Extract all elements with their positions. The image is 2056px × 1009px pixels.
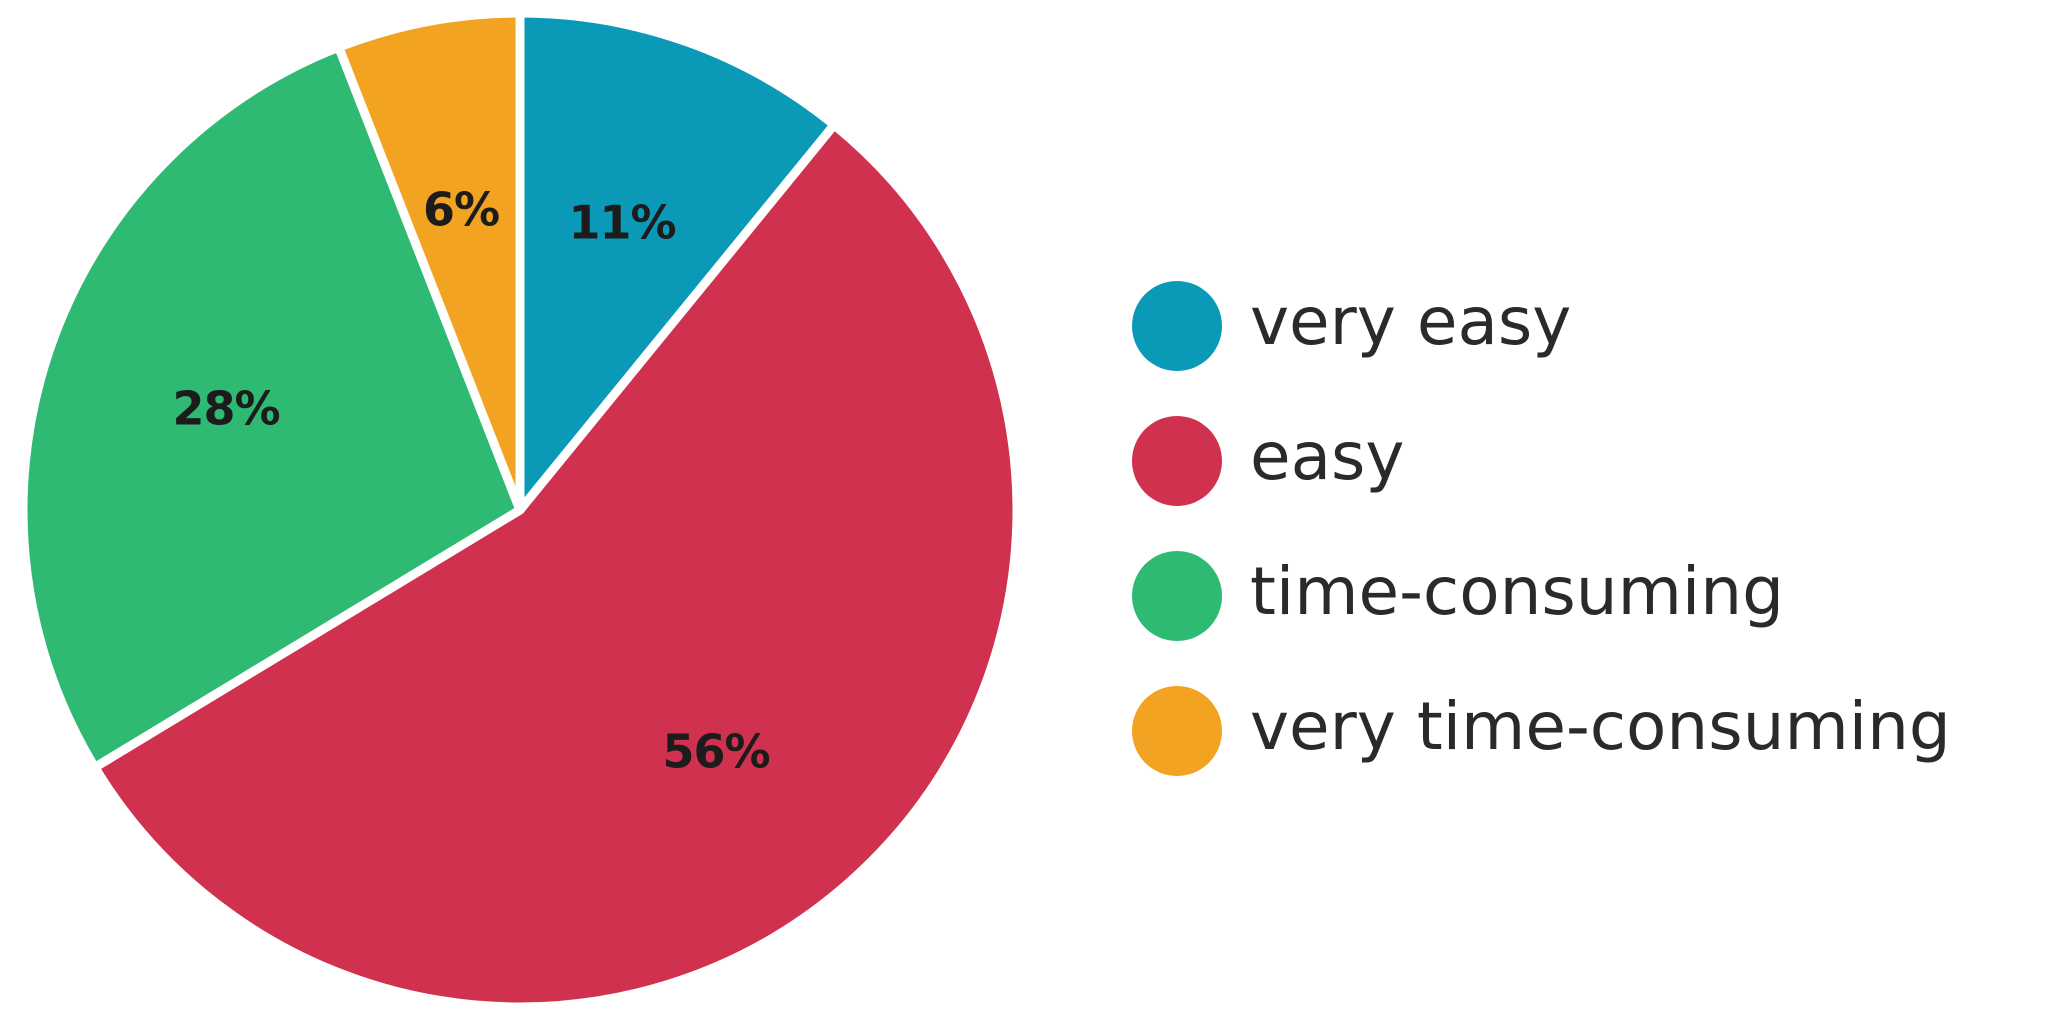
legend: very easy easy time-consuming very time-con… (1132, 281, 1951, 776)
legend-label: very easy (1250, 283, 1571, 360)
pie-slice-very-time-consuming (334, 8, 525, 515)
slice-label-easy: 56% (662, 725, 769, 779)
pie-slice-time-consuming (18, 42, 525, 772)
legend-swatch (1132, 551, 1222, 641)
slice-label-very-easy: 11% (568, 196, 675, 250)
slice-label-very-time-consuming: 6% (423, 183, 499, 237)
legend-label: very time-consuming (1250, 688, 1951, 765)
pie-slice-labels: 11% 56% 28% 6% (172, 183, 770, 779)
legend-label: time-consuming (1250, 553, 1784, 630)
legend-label: easy (1250, 418, 1405, 495)
legend-item-very-easy: very easy (1132, 281, 1571, 371)
pie-slice-very-easy (515, 8, 839, 515)
pie-slices (18, 8, 1022, 1009)
legend-item-very-time-consuming: very time-consuming (1132, 686, 1951, 776)
pie-slice-easy (90, 120, 1022, 1009)
legend-item-time-consuming: time-consuming (1132, 551, 1784, 641)
legend-item-easy: easy (1132, 416, 1405, 506)
legend-swatch (1132, 281, 1222, 371)
slice-label-time-consuming: 28% (172, 382, 279, 436)
legend-swatch (1132, 416, 1222, 506)
legend-swatch (1132, 686, 1222, 776)
